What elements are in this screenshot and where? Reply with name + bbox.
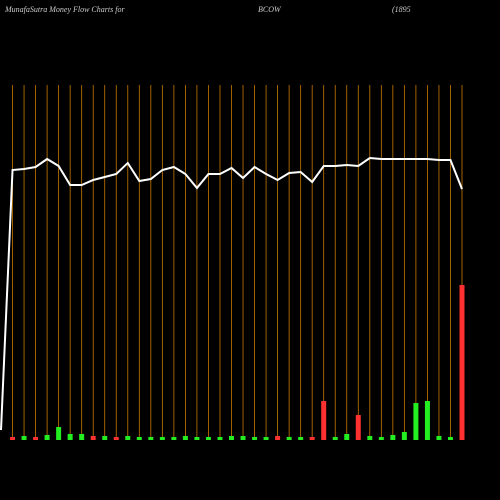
volume-bar <box>378 437 384 440</box>
volume-bar <box>298 437 304 440</box>
volume-bar <box>21 436 27 440</box>
volume-bar <box>33 437 39 440</box>
volume-bar <box>136 437 142 440</box>
volume-bar <box>252 437 258 440</box>
volume-bar <box>182 436 188 440</box>
volume-bar <box>367 436 373 440</box>
volume-bar <box>321 401 327 440</box>
volume-bar <box>90 436 96 440</box>
volume-bar <box>205 437 211 440</box>
volume-bar <box>447 437 453 440</box>
volume-bar <box>413 403 419 440</box>
volume-bar <box>10 437 16 440</box>
volume-bar <box>113 437 119 440</box>
volume-bar <box>56 427 62 440</box>
volume-bar <box>194 437 200 440</box>
volume-bar <box>229 436 234 440</box>
volume-bar <box>102 436 108 440</box>
volume-bar <box>401 432 407 440</box>
chart-title: MunafaSutra Money Flow Charts for <box>4 5 125 14</box>
volume-bar <box>67 434 73 440</box>
volume-bar <box>459 285 465 440</box>
volume-bar <box>171 437 177 440</box>
volume-bar <box>217 437 223 440</box>
subtitle: (1895 <box>392 5 411 14</box>
volume-bar <box>424 401 430 440</box>
volume-bar <box>125 436 131 440</box>
volume-bar <box>390 435 396 440</box>
volume-bar <box>275 436 281 440</box>
volume-bar <box>44 435 50 440</box>
volume-bar <box>148 437 154 440</box>
volume-bar <box>79 434 85 440</box>
volume-bar <box>344 434 350 440</box>
volume-bar <box>159 437 165 440</box>
volume-bar <box>332 437 338 440</box>
money-flow-line <box>0 156 463 431</box>
volume-bar <box>309 437 315 440</box>
volume-bar <box>240 436 246 440</box>
volume-bar <box>436 436 442 440</box>
symbol: BCOW <box>258 5 282 14</box>
volume-bar <box>263 437 269 440</box>
volume-bar <box>355 415 361 440</box>
volume-bar <box>286 437 292 440</box>
